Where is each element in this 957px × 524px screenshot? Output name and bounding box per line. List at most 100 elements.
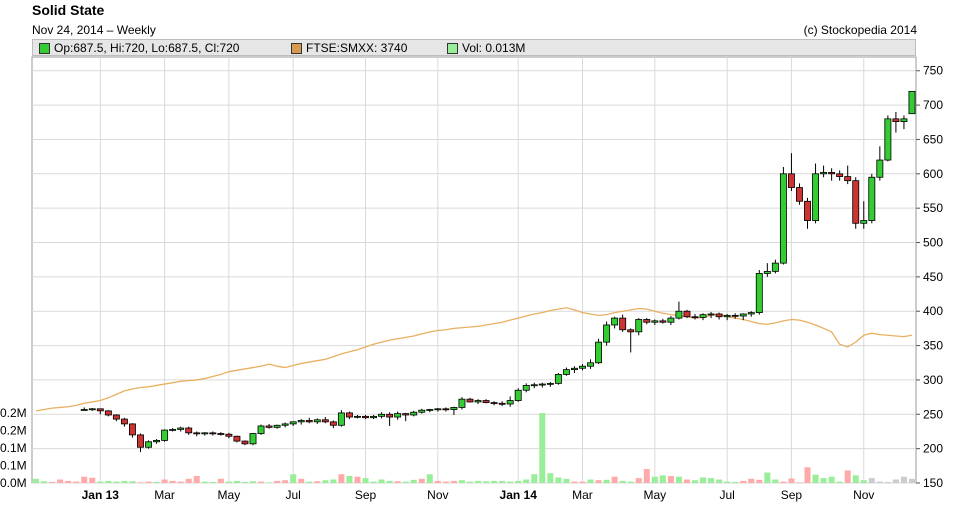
candle-body	[386, 413, 394, 418]
volume-bar	[410, 479, 417, 483]
volume-bar	[282, 480, 289, 483]
candle-body	[201, 432, 209, 435]
candle-body	[699, 314, 707, 318]
x-tick-label: Nov	[853, 488, 874, 502]
volume-bar	[547, 473, 554, 483]
volume-bar	[627, 481, 634, 483]
volume-bar	[764, 472, 771, 483]
volume-bar	[700, 477, 707, 483]
candle-body	[546, 382, 554, 385]
y-tick-label: 200	[923, 442, 943, 456]
candle-body	[490, 402, 498, 405]
volume-bar	[844, 470, 851, 483]
y-tick-label: 350	[923, 339, 943, 353]
legend-index-text: FTSE:SMXX: 3740	[306, 41, 408, 55]
volume-bar	[57, 479, 64, 483]
candle-body	[796, 187, 803, 202]
volume-bar	[362, 478, 369, 483]
volume-bar	[507, 481, 514, 483]
candle-body	[354, 415, 361, 418]
volume-bar	[185, 478, 192, 483]
volume-bar	[241, 481, 248, 483]
volume-bar	[225, 481, 232, 483]
candle-body	[145, 441, 152, 448]
candle-body	[450, 407, 458, 410]
y-tick-label: 300	[923, 373, 943, 387]
candle-body	[506, 400, 514, 405]
candle-body	[603, 324, 611, 343]
candle-body	[538, 383, 546, 386]
volume-bar	[491, 480, 498, 483]
volume-bar	[121, 480, 128, 483]
volume-bar	[691, 480, 699, 483]
volume-bar	[635, 478, 642, 483]
volume-bar	[892, 479, 899, 483]
candle-body	[562, 369, 570, 375]
volume-bar	[33, 478, 40, 483]
volume-bar	[836, 481, 843, 483]
candle-body	[337, 412, 345, 426]
x-tick-label: Nov	[427, 488, 448, 502]
candle-body	[153, 439, 161, 443]
volume-bar	[643, 469, 650, 483]
volume-bar	[378, 479, 385, 483]
volume-bar	[483, 481, 490, 483]
volume-bar	[828, 476, 835, 483]
candle-body	[587, 362, 594, 367]
x-tick-label: Jan 13	[82, 488, 120, 502]
x-tick-label: May	[218, 488, 241, 502]
candle-body	[362, 415, 369, 419]
candle-body	[96, 408, 104, 412]
volume-bar	[434, 480, 441, 483]
candle-body	[185, 427, 193, 434]
volume-bar	[105, 480, 112, 483]
volume-bar	[97, 481, 104, 483]
volume-bar	[290, 474, 297, 483]
volume-bar	[708, 478, 715, 483]
candle-body	[659, 320, 667, 323]
candle-body	[779, 173, 787, 264]
candle-body	[265, 425, 273, 428]
candle-body	[225, 433, 233, 437]
y-tick-label: 750	[923, 64, 943, 78]
candle-body	[161, 429, 169, 441]
volume-bar	[531, 474, 538, 483]
x-tick-label: Sep	[781, 488, 803, 502]
volume-bar	[201, 481, 208, 483]
candle-body	[112, 414, 120, 420]
candle-body	[305, 420, 313, 423]
volume-bar	[595, 480, 602, 483]
candle-body	[522, 385, 530, 391]
volume-bar	[306, 481, 313, 483]
candle-body	[804, 200, 811, 221]
y-tick-label: 150	[923, 476, 943, 490]
legend-index: FTSE:SMXX: 3740	[291, 41, 407, 55]
candle-body	[378, 413, 386, 417]
candle-body	[498, 402, 506, 405]
volume-bar	[402, 481, 409, 483]
volume-bar	[659, 475, 666, 483]
volume-bar	[386, 480, 393, 483]
volume-bar	[193, 476, 200, 483]
y-tick-label: 550	[923, 201, 943, 215]
candle-body	[129, 423, 136, 436]
volume-bar	[394, 481, 401, 483]
volume-bar	[683, 479, 690, 483]
volume-bar	[780, 481, 787, 483]
y-tick-label: 450	[923, 270, 943, 284]
x-tick-label: Jul	[719, 488, 734, 502]
volume-bar	[579, 481, 586, 483]
volume-bar	[732, 481, 739, 483]
candle-body	[281, 423, 289, 426]
volume-bar	[499, 480, 506, 483]
volume-bar	[603, 479, 610, 483]
volume-bar	[651, 476, 658, 483]
volume-bar	[812, 474, 819, 483]
candle-body	[771, 262, 779, 272]
legend-ohlc-text: Op:687.5, Hi:720, Lo:687.5, Cl:720	[54, 41, 240, 55]
candle-body	[868, 176, 876, 221]
volume-bar	[619, 480, 626, 483]
volume-bar	[346, 476, 353, 483]
volume-bar	[41, 481, 48, 483]
